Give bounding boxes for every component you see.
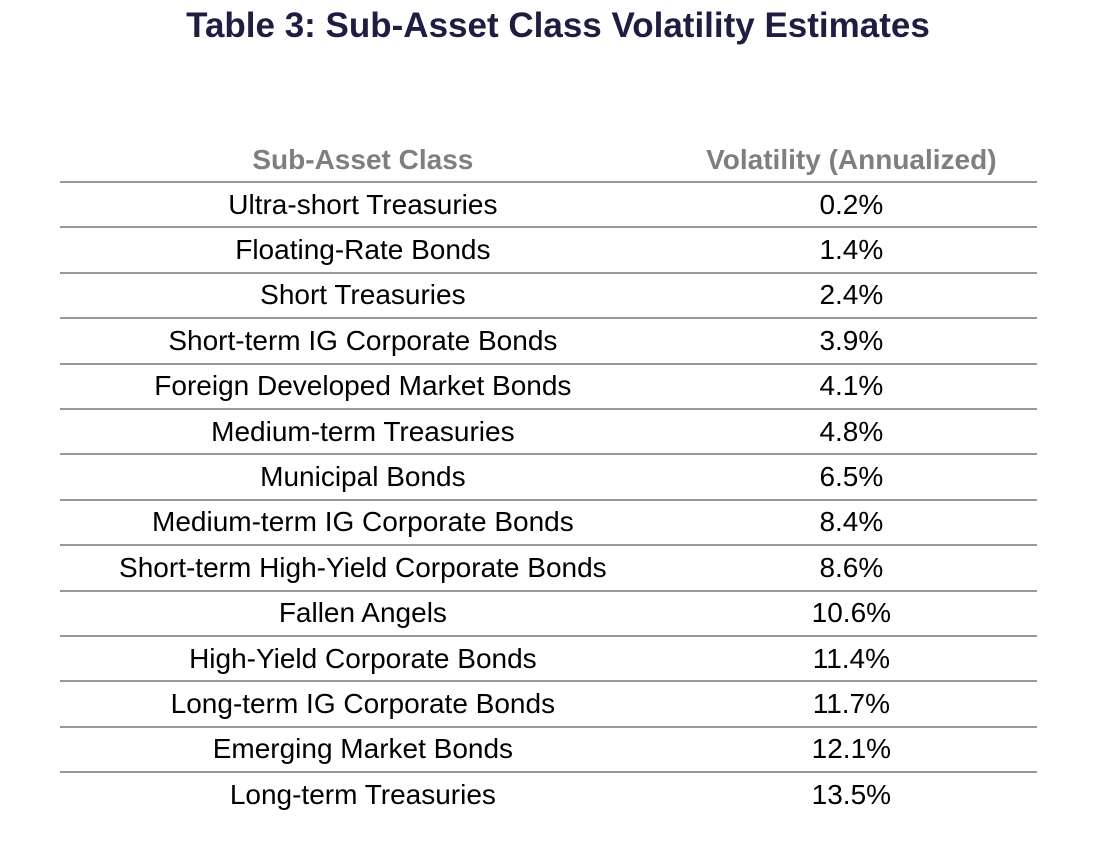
table-row: Ultra-short Treasuries 0.2% (60, 182, 1037, 229)
table-row: Medium-term IG Corporate Bonds 8.4% (60, 499, 1037, 547)
page-title: Table 3: Sub-Asset Class Volatility Esti… (186, 6, 930, 45)
table-body: Ultra-short Treasuries 0.2% Floating-Rate … (60, 182, 1037, 816)
sub-asset-class-cell: Ultra-short Treasuries (60, 182, 666, 229)
table-row: Long-term IG Corporate Bonds 11.7% (60, 681, 1037, 728)
table-row: Short Treasuries 2.4% (60, 272, 1037, 320)
volatility-cell: 0.2% (665, 182, 1037, 229)
sub-asset-class-cell: Long-term IG Corporate Bonds (60, 681, 666, 728)
sub-asset-class-cell: Short-term High-Yield Corporate Bonds (60, 545, 666, 592)
volatility-cell: 8.6% (665, 545, 1037, 592)
volatility-cell: 10.6% (665, 590, 1037, 637)
sub-asset-class-cell: Short-term IG Corporate Bonds (60, 318, 666, 365)
volatility-table: Sub-Asset Class Volatility (Annualized) … (60, 139, 1037, 816)
sub-asset-class-cell: Foreign Developed Market Bonds (60, 363, 666, 410)
table-row: Medium-term Treasuries 4.8% (60, 408, 1037, 456)
column-header-volatility: Volatility (Annualized) (665, 139, 1037, 183)
sub-asset-class-cell: Long-term Treasuries (229, 778, 496, 810)
sub-asset-class-cell: Municipal Bonds (60, 454, 666, 501)
table-row: Emerging Market Bonds 12.1% (60, 726, 1037, 774)
sub-asset-class-cell: High-Yield Corporate Bonds (60, 635, 666, 683)
table-row: Floating-Rate Bonds 1.4% (60, 227, 1037, 274)
table-row: Fallen Angels 10.6% (60, 590, 1037, 637)
sub-asset-class-cell: Fallen Angels (60, 590, 666, 637)
sub-asset-class-cell: Medium-term IG Corporate Bonds (60, 499, 666, 547)
sub-asset-class-cell: Short Treasuries (60, 272, 666, 320)
volatility-cell: 13.5% (811, 778, 892, 810)
volatility-cell: 4.1% (665, 363, 1037, 410)
sub-asset-class-cell: Medium-term Treasuries (60, 408, 666, 456)
volatility-cell: 2.4% (665, 272, 1037, 320)
volatility-cell: 6.5% (665, 454, 1037, 501)
volatility-cell: 3.9% (665, 318, 1037, 365)
table-row: Long-term Treasuries 13.5% (60, 772, 1037, 816)
volatility-cell: 12.1% (665, 726, 1037, 774)
volatility-cell: 11.4% (665, 635, 1037, 683)
volatility-cell: 8.4% (665, 499, 1037, 547)
table-row: Municipal Bonds 6.5% (60, 454, 1037, 501)
table-row: Foreign Developed Market Bonds 4.1% (60, 363, 1037, 410)
sub-asset-class-cell: Emerging Market Bonds (60, 726, 666, 774)
table-row: Short-term High-Yield Corporate Bonds 8.6… (60, 545, 1037, 592)
volatility-cell: 4.8% (665, 408, 1037, 456)
table-header-row: Sub-Asset Class Volatility (Annualized) (60, 139, 1037, 183)
sub-asset-class-cell: Floating-Rate Bonds (60, 227, 666, 274)
table-row: Short-term IG Corporate Bonds 3.9% (60, 318, 1037, 365)
column-header-sub-asset-class: Sub-Asset Class (60, 139, 666, 183)
volatility-cell: 11.7% (665, 681, 1037, 728)
table-row: High-Yield Corporate Bonds 11.4% (60, 635, 1037, 683)
volatility-cell: 1.4% (665, 227, 1037, 274)
